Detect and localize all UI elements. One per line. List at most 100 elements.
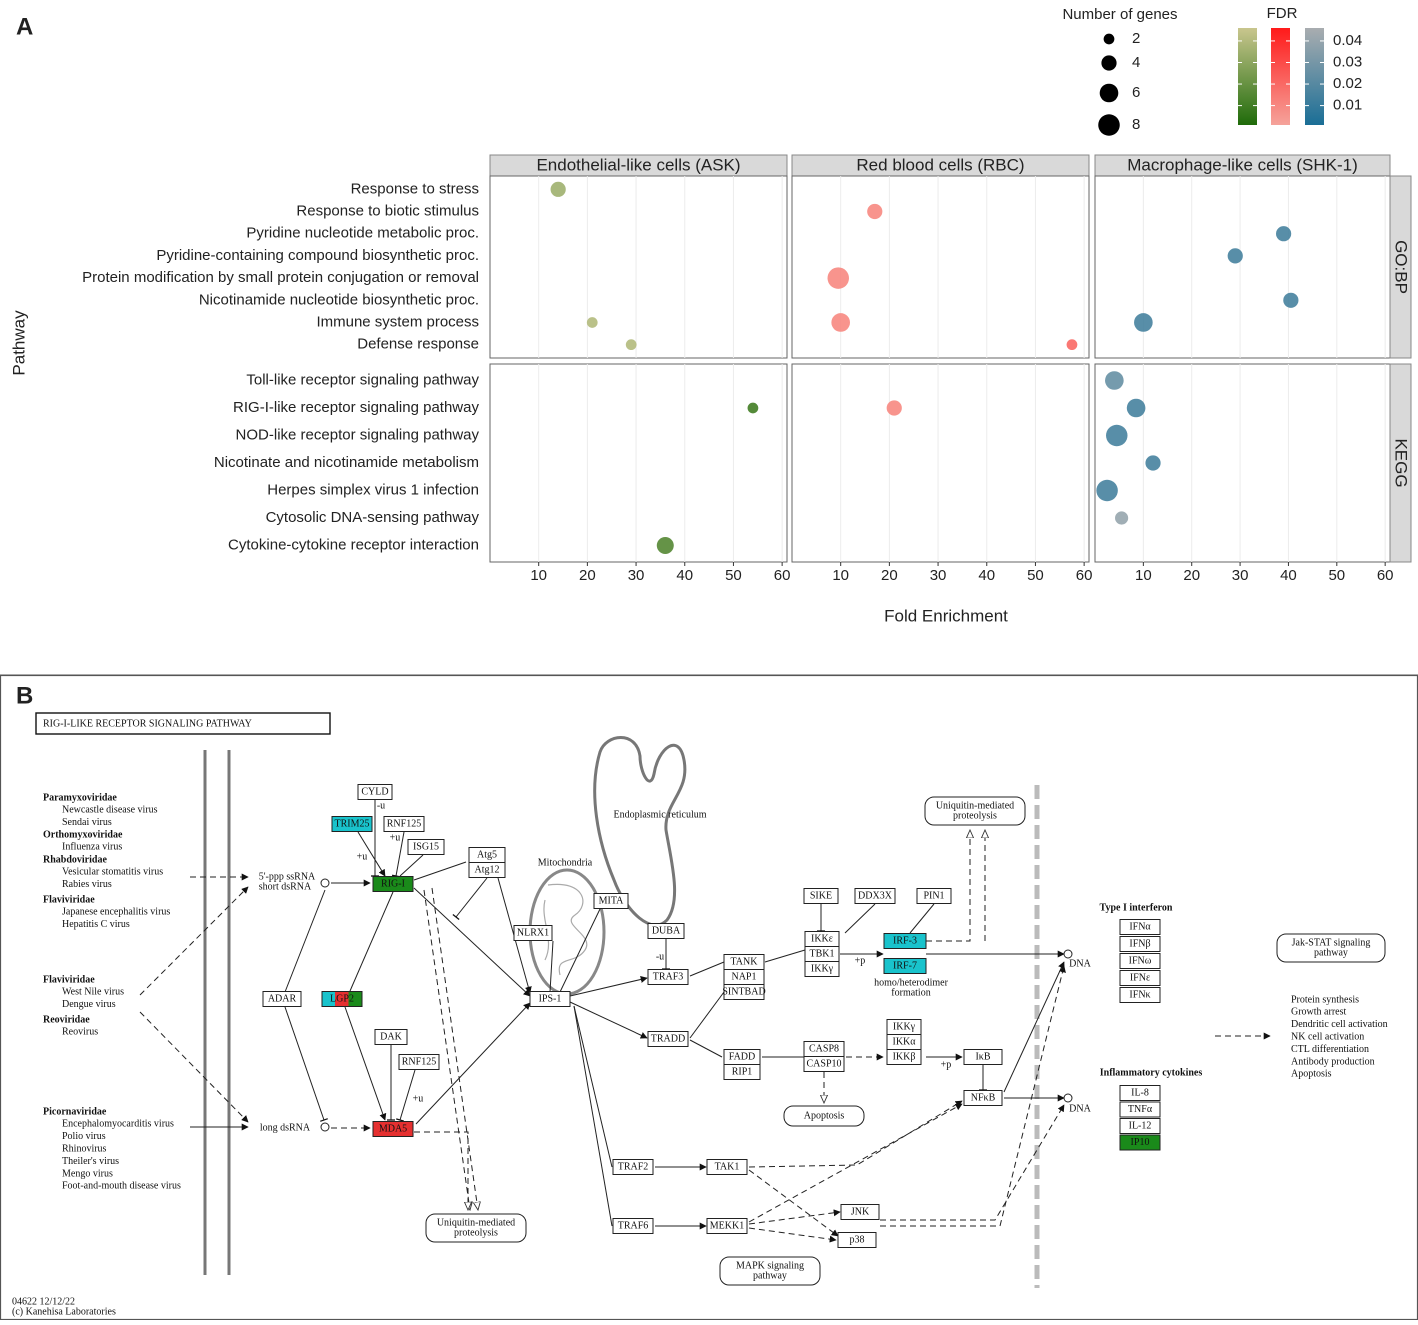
gene-box xyxy=(647,923,685,939)
gene-label: DDX3X xyxy=(858,890,893,901)
ligand: short dsRNA xyxy=(259,881,312,892)
process-label: pathway xyxy=(753,1270,787,1281)
gene-box xyxy=(883,958,927,974)
output-box xyxy=(1119,936,1161,952)
virus-name: Encephalomyocarditis virus xyxy=(62,1119,174,1130)
process-box xyxy=(425,1213,527,1243)
y-tick-label: RIG-I-like receptor signaling pathway xyxy=(233,399,479,416)
gene-label: CYLD xyxy=(361,786,388,797)
connector xyxy=(1063,949,1073,959)
annotation: formation xyxy=(891,987,930,998)
annotation: +u xyxy=(357,851,368,862)
footer: 04622 12/12/22 xyxy=(12,1296,75,1307)
size-legend-key xyxy=(1098,114,1120,136)
panel-label: B xyxy=(16,682,33,709)
edge xyxy=(391,831,405,878)
edge xyxy=(344,1006,387,1121)
effect: CTL differentiation xyxy=(1291,1044,1369,1055)
y-tick-label: Cytokine-cytokine receptor interaction xyxy=(228,536,479,553)
virus-name: Mengo virus xyxy=(62,1168,113,1179)
virus-name: Sendai virus xyxy=(62,817,112,828)
connector xyxy=(320,878,330,888)
virus-family: Reoviridae xyxy=(43,1014,90,1025)
annotation: DNA xyxy=(1069,1103,1091,1114)
size-legend-key xyxy=(1101,55,1117,71)
edge xyxy=(689,961,725,977)
x-tick-label: 20 xyxy=(881,567,898,584)
process-label: Uniquitin-mediated xyxy=(437,1217,515,1228)
gene-label: CASP10 xyxy=(806,1058,841,1069)
color-legend-label: 0.01 xyxy=(1333,97,1362,114)
process-box xyxy=(924,796,1026,826)
x-tick-label: 40 xyxy=(1280,567,1297,584)
gene-label: MEKK1 xyxy=(710,1220,744,1231)
bubble xyxy=(586,317,598,328)
y-tick-label: Pyridine nucleotide metabolic proc. xyxy=(246,225,479,242)
size-legend-key xyxy=(1103,33,1115,45)
edge xyxy=(399,854,424,877)
gene-label: TRIM25 xyxy=(335,818,370,829)
output-label: IFNβ xyxy=(1129,938,1150,949)
gene-box xyxy=(262,991,302,1007)
connector xyxy=(320,1122,330,1132)
edge xyxy=(139,1011,249,1123)
bubble xyxy=(1283,292,1299,308)
bubble xyxy=(1134,313,1153,332)
process-label: Apoptosis xyxy=(804,1110,845,1121)
gene-label: TRAF2 xyxy=(618,1161,649,1172)
y-tick-label: Toll-like receptor signaling pathway xyxy=(246,371,479,388)
effect: Protein synthesis xyxy=(1291,994,1359,1005)
gene-label: MDA5 xyxy=(379,1123,407,1134)
gene-label: RNF125 xyxy=(387,818,421,829)
gene-box xyxy=(840,1204,880,1220)
y-tick-label: Response to biotic stimulus xyxy=(296,202,479,219)
output-box xyxy=(1119,987,1161,1003)
gene-box xyxy=(854,888,896,904)
x-axis-title: Fold Enrichment xyxy=(884,606,1008,625)
size-legend-label: 6 xyxy=(1132,84,1140,101)
bubble xyxy=(656,537,674,554)
edge xyxy=(545,940,555,993)
facet-panel xyxy=(1094,363,1391,563)
effect: Growth arrest xyxy=(1291,1007,1346,1018)
gene-label: FADD xyxy=(729,1051,755,1062)
gene-box xyxy=(398,1054,440,1070)
annotation: -u xyxy=(656,951,664,962)
virus-name: Dengue virus xyxy=(62,999,116,1010)
gene-label: IKKγ xyxy=(893,1021,916,1032)
gene-label: NAP1 xyxy=(731,971,756,982)
virus-name: Foot-and-mouth disease virus xyxy=(62,1181,181,1192)
bubble xyxy=(1106,424,1128,447)
x-tick-label: 10 xyxy=(530,567,547,584)
gene-box xyxy=(612,1218,654,1234)
annotation: DNA xyxy=(1069,958,1091,969)
gene-label: TRAF6 xyxy=(618,1220,649,1231)
edge xyxy=(284,1006,328,1122)
gene-box xyxy=(513,925,553,941)
virus-family: Paramyxoviridae xyxy=(43,792,117,803)
gene-label: RIP1 xyxy=(732,1066,753,1077)
edge xyxy=(569,976,648,997)
gene-box xyxy=(612,1159,654,1175)
process-label: Jak-STAT signaling xyxy=(1292,937,1371,948)
gene-label: p38 xyxy=(850,1234,865,1245)
gene-label: IKKα xyxy=(892,1036,916,1047)
x-tick-label: 30 xyxy=(1232,567,1249,584)
edge xyxy=(452,877,488,920)
gene-label: TBK1 xyxy=(810,948,835,959)
edge xyxy=(573,1005,613,1168)
gene-box xyxy=(647,969,689,985)
virus-name: Newcastle disease virus xyxy=(62,805,158,816)
bubble xyxy=(1066,339,1078,351)
annotation: +u xyxy=(390,832,401,843)
x-tick-label: 60 xyxy=(1377,567,1394,584)
process-box xyxy=(719,1256,821,1286)
effect: NK cell activation xyxy=(1291,1031,1364,1042)
y-tick-label: Protein modification by small protein co… xyxy=(82,269,479,286)
process-label: Uniquitin-mediated xyxy=(936,800,1014,811)
gene-box xyxy=(383,816,425,832)
size-legend-label: 4 xyxy=(1132,54,1140,71)
output-label: IFNα xyxy=(1129,921,1151,932)
effect: Antibody production xyxy=(1291,1056,1375,1067)
